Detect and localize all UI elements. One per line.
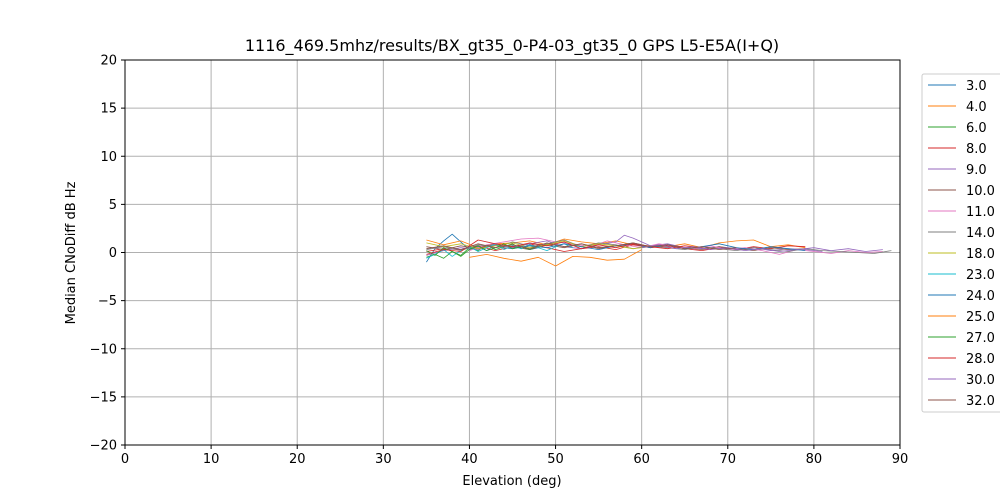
legend-label: 27.0 <box>966 331 995 346</box>
legend-label: 24.0 <box>966 289 995 304</box>
y-tick-label: 5 <box>109 198 117 213</box>
grid-layer <box>124 59 901 446</box>
y-axis-ticks: −20 −15 −10 −5 0 5 10 15 20 <box>90 54 125 454</box>
series-line-4.0 <box>426 238 806 249</box>
legend-label: 6.0 <box>966 121 987 136</box>
y-tick-label: −15 <box>90 390 117 405</box>
legend-label: 4.0 <box>966 100 987 115</box>
x-tick-label: 50 <box>547 452 564 467</box>
series-line-32.0 <box>426 242 737 251</box>
x-axis-ticks: 0 10 20 30 40 50 60 70 80 90 <box>121 445 908 467</box>
legend-label: 9.0 <box>966 163 987 178</box>
legend-frame <box>921 73 1000 413</box>
y-tick-label: 10 <box>100 150 117 165</box>
x-tick-label: 30 <box>375 452 392 467</box>
legend-label: 32.0 <box>966 394 995 409</box>
series-line-18.0 <box>426 240 651 250</box>
x-tick-label: 40 <box>461 452 478 467</box>
series-layer <box>426 233 892 267</box>
series-line-27.0 <box>426 243 539 257</box>
x-tick-label: 0 <box>121 452 129 467</box>
y-tick-label: −5 <box>98 294 117 309</box>
x-tick-label: 60 <box>633 452 650 467</box>
y-tick-label: 0 <box>109 246 117 261</box>
x-tick-label: 10 <box>203 452 220 467</box>
legend-label: 10.0 <box>966 184 995 199</box>
legend-label: 25.0 <box>966 310 995 325</box>
legend-label: 18.0 <box>966 247 995 262</box>
legend-label: 14.0 <box>966 226 995 241</box>
y-axis-label: Median CNoDiff dB Hz <box>64 181 79 324</box>
legend: 3.0 4.0 6.0 8.0 9.0 10.0 11.0 14.0 18.0 23.0 24.0 2… <box>921 73 1000 413</box>
legend-label: 3.0 <box>966 79 987 94</box>
legend-label: 23.0 <box>966 268 995 283</box>
x-tick-label: 80 <box>806 452 823 467</box>
legend-label: 30.0 <box>966 373 995 388</box>
x-tick-label: 70 <box>720 452 737 467</box>
series-line-25.0 <box>469 249 642 267</box>
y-tick-label: 15 <box>100 102 117 117</box>
x-tick-label: 20 <box>289 452 306 467</box>
y-tick-label: −10 <box>90 342 117 357</box>
legend-items: 3.0 4.0 6.0 8.0 9.0 10.0 11.0 14.0 18.0 23.0 24.0 2… <box>928 79 995 409</box>
chart-title: 1116_469.5mhz/results/BX_gt35_0-P4-03_gt… <box>245 36 779 56</box>
x-axis-label: Elevation (deg) <box>462 474 561 489</box>
series-line-14.0 <box>426 239 892 254</box>
x-tick-label: 90 <box>892 452 909 467</box>
y-tick-label: −20 <box>90 439 117 454</box>
legend-label: 11.0 <box>966 205 995 220</box>
legend-label: 28.0 <box>966 352 995 367</box>
legend-label: 8.0 <box>966 142 987 157</box>
series-line-28.0 <box>426 239 702 255</box>
y-tick-label: 20 <box>100 54 117 69</box>
